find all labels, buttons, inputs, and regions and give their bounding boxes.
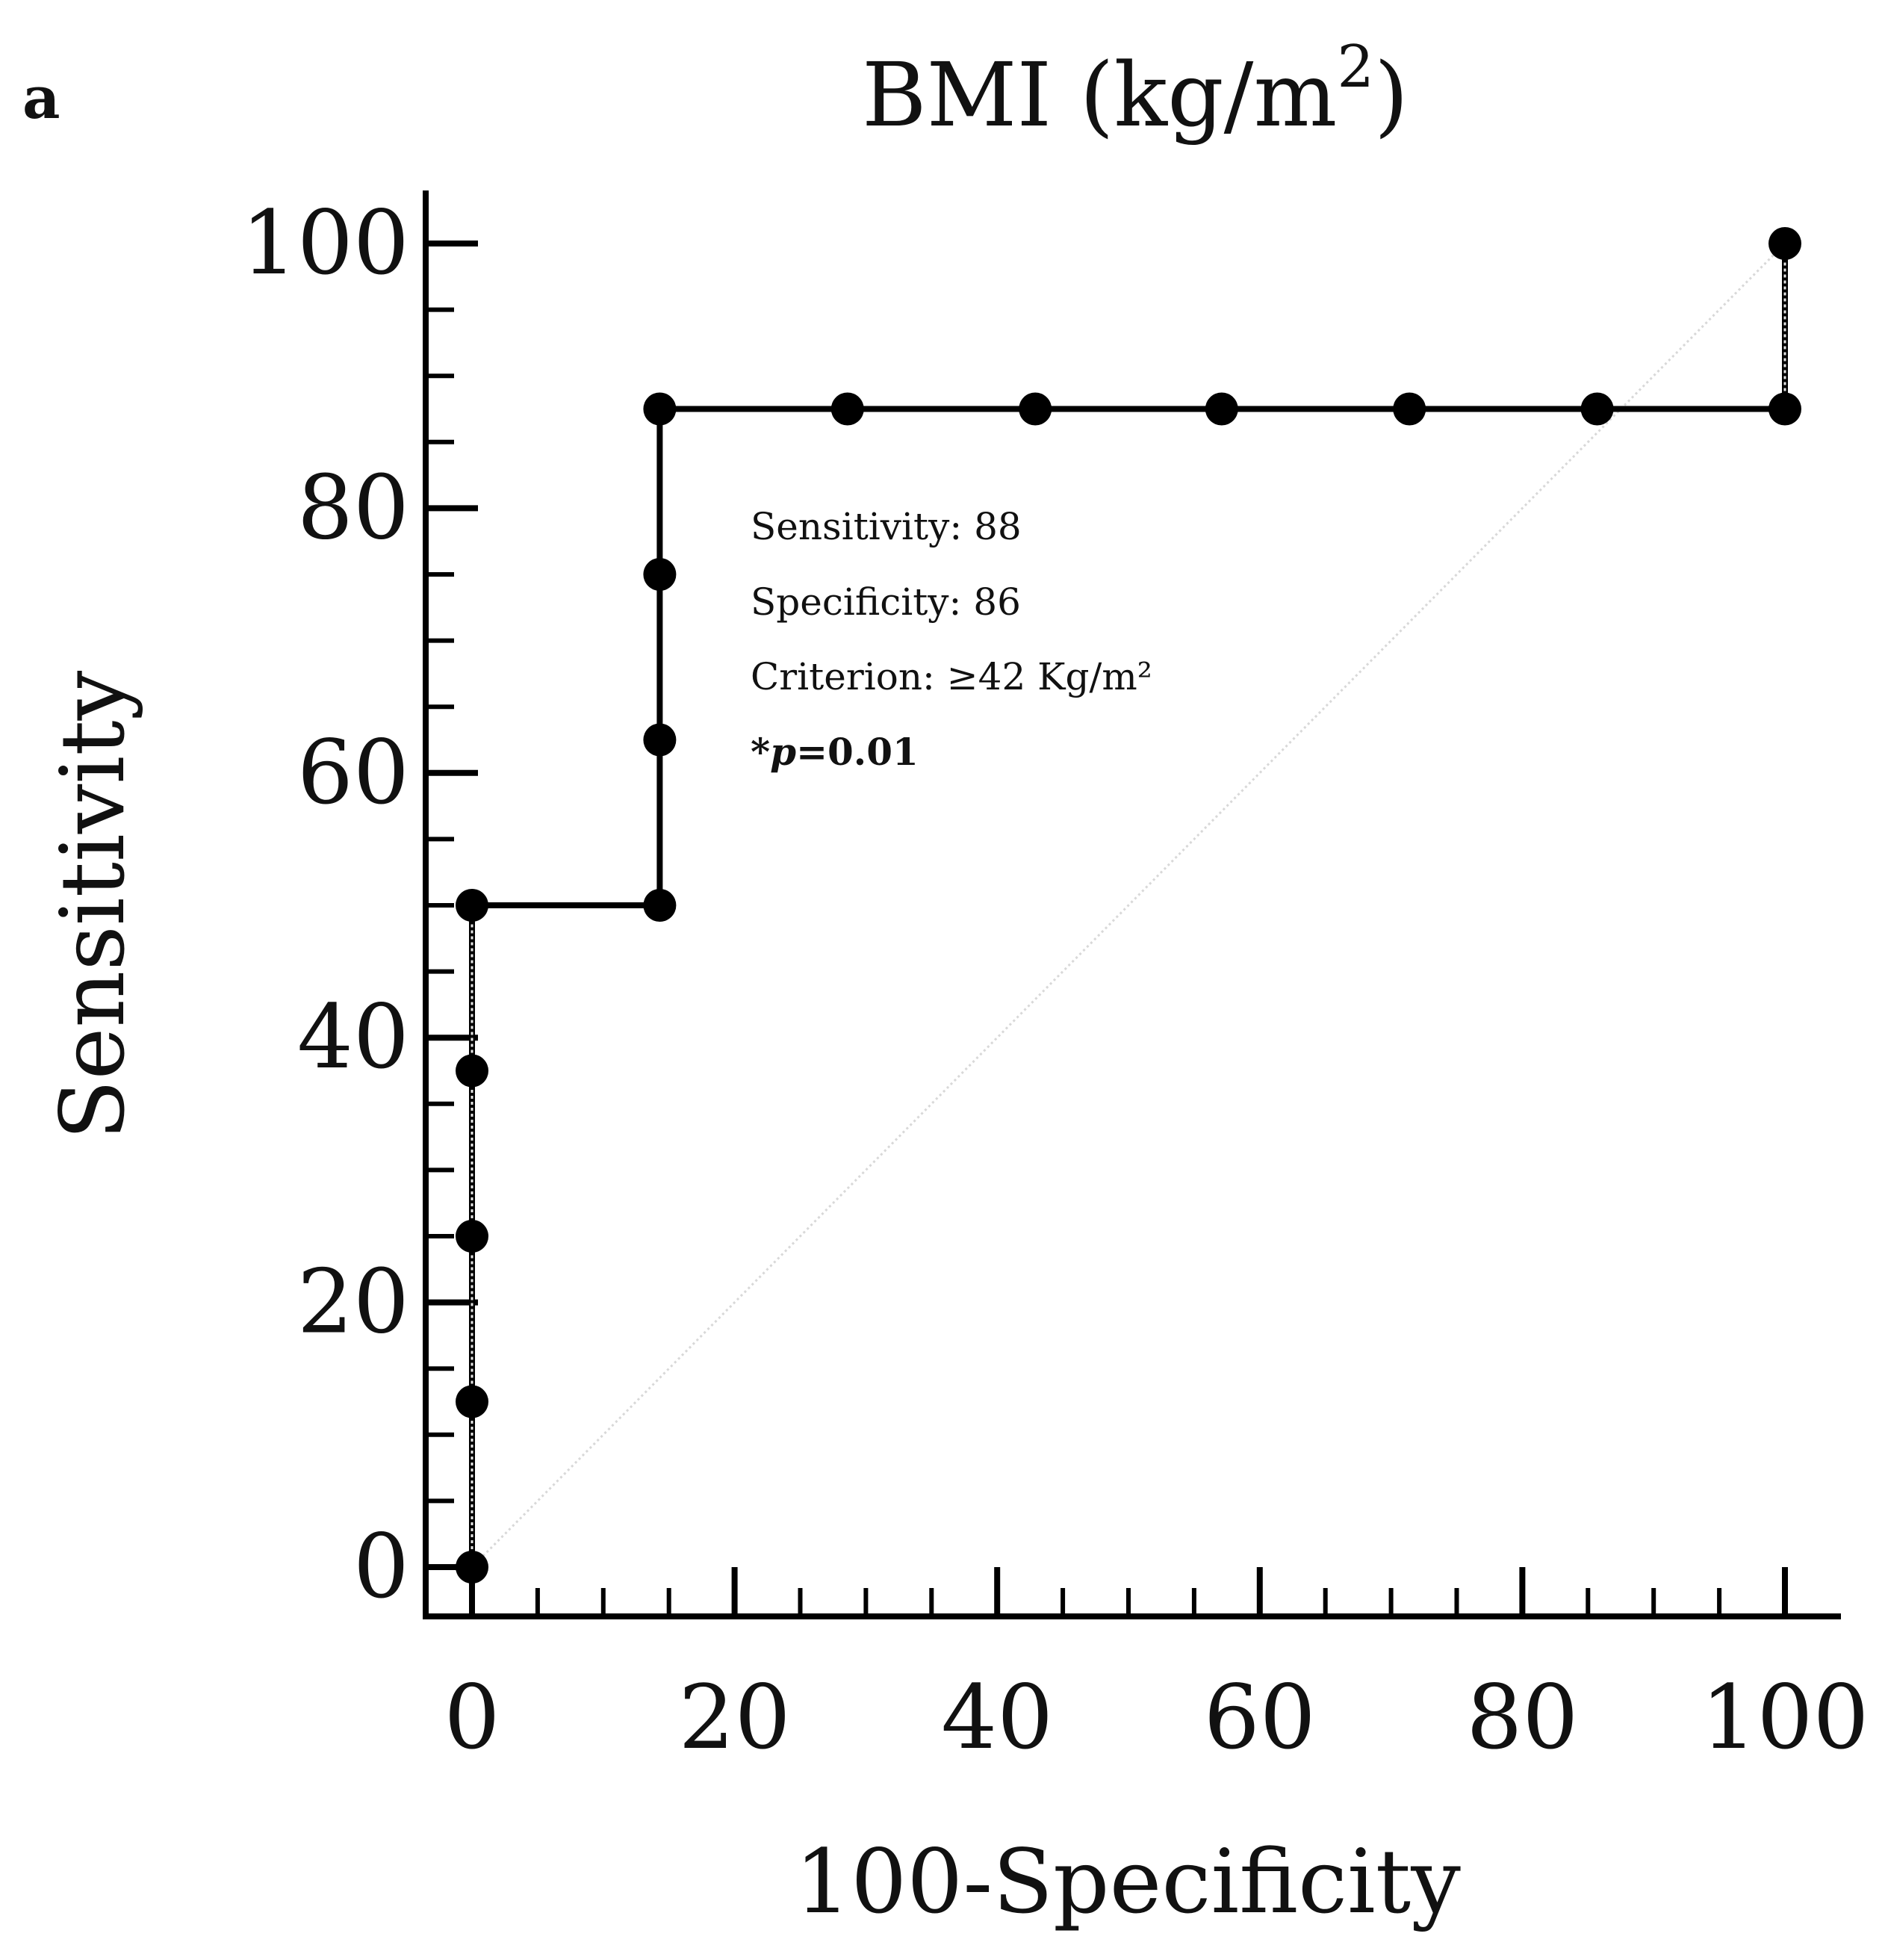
criterion-annotation: Criterion: ≥42 Kg/m² xyxy=(751,655,1152,698)
x-tick-label: 20 xyxy=(679,1666,791,1769)
roc-point xyxy=(643,723,677,757)
roc-point xyxy=(1768,392,1801,426)
chart-title-superscript: 2 xyxy=(1337,34,1374,101)
p-value-annotation: *p=0.01 xyxy=(751,730,919,774)
x-tick-label: 40 xyxy=(941,1666,1053,1769)
x-tick-label: 100 xyxy=(1701,1666,1869,1769)
roc-point xyxy=(1768,227,1801,260)
y-tick-label: 20 xyxy=(297,1250,409,1353)
p-value: =0.01 xyxy=(796,730,919,774)
roc-point xyxy=(643,889,677,922)
x-tick-label: 60 xyxy=(1204,1666,1316,1769)
tick-labels: 0 20 40 60 80 100 0 20 40 60 80 100 xyxy=(241,191,1869,1769)
roc-point xyxy=(456,1385,488,1418)
roc-point xyxy=(1205,392,1238,426)
roc-point xyxy=(643,558,677,591)
x-tick-label: 80 xyxy=(1466,1666,1578,1769)
roc-point xyxy=(456,889,488,922)
chart-title: BMI (kg/m2) xyxy=(862,34,1409,146)
roc-point xyxy=(1393,392,1426,426)
panel-label: a xyxy=(22,64,60,132)
reference-line-layer xyxy=(471,242,1786,1569)
reference-diagonal-line xyxy=(471,242,1786,1569)
chart-title-main: BMI (kg/m xyxy=(862,43,1337,146)
roc-point xyxy=(830,392,864,426)
roc-point xyxy=(643,392,677,426)
x-axis-label: 100-Specificity xyxy=(795,1830,1461,1933)
roc-markers xyxy=(456,227,1801,1584)
roc-point xyxy=(456,1551,488,1584)
roc-point xyxy=(456,1054,488,1088)
y-tick-label: 80 xyxy=(297,456,409,559)
y-tick-label: 100 xyxy=(241,191,409,294)
roc-point xyxy=(1580,392,1614,426)
chart-title-suffix: ) xyxy=(1374,43,1409,146)
y-tick-label: 40 xyxy=(297,985,409,1088)
y-axis-label: Sensitivity xyxy=(41,670,144,1140)
p-star: * xyxy=(751,730,770,774)
p-symbol: p xyxy=(770,730,796,774)
x-tick-label: 0 xyxy=(444,1666,500,1769)
sensitivity-annotation: Sensitivity: 88 xyxy=(751,505,1022,548)
specificity-annotation: Specificity: 86 xyxy=(751,580,1021,624)
roc-curve-layer xyxy=(469,244,1788,1567)
stats-annotation: Sensitivity: 88 Specificity: 86 Criterio… xyxy=(751,505,1152,774)
roc-point xyxy=(456,1220,488,1253)
roc-point xyxy=(1019,392,1052,426)
y-tick-label: 0 xyxy=(353,1515,409,1618)
y-tick-label: 60 xyxy=(297,721,409,824)
